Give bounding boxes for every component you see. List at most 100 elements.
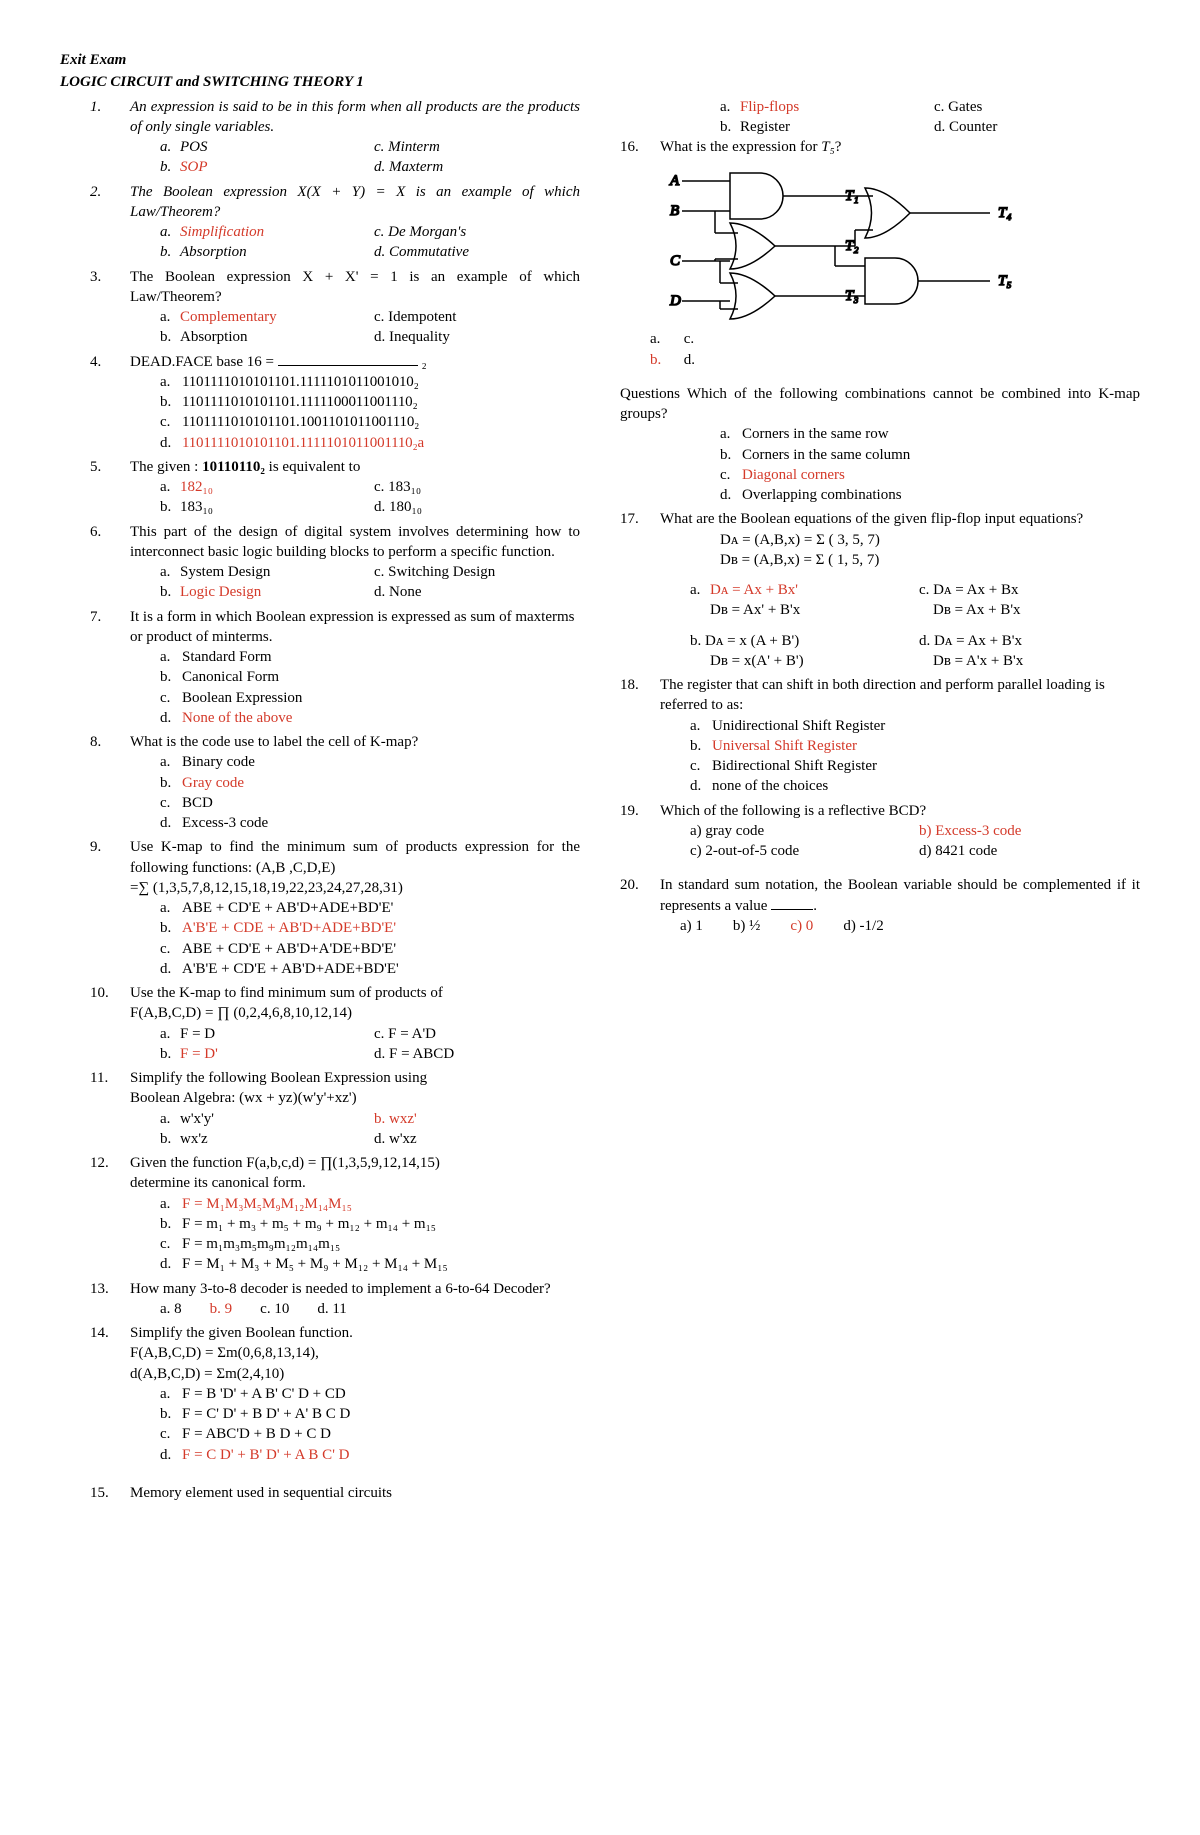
q15-opt-b: b.Register [720,117,926,137]
q4-text: DEAD.FACE base 16 = ₂ [130,352,580,372]
qcomb-opt-c: c.Diagonal corners [720,465,1140,485]
q12-opt-b: b.F = m₁ + m₃ + m₅ + m₉ + m₁₂ + m₁₄ + m₁… [160,1214,580,1234]
q19-text: Which of the following is a reflective B… [660,801,1140,821]
q1-opt-c: c. Minterm [374,137,580,157]
q14-text2: F(A,B,C,D) = Σm(0,6,8,13,14), [130,1343,580,1363]
q16-text: What is the expression for T₅? [660,137,1140,157]
q10-text2: F(A,B,C,D) = ∏ (0,2,4,6,8,10,12,14) [130,1003,580,1023]
q2: 2. The Boolean expression X(X + Y) = X i… [60,182,580,263]
logic-diagram: A B C D T₁ [660,163,1040,323]
q14-num: 14. [60,1323,130,1465]
q10: 10. Use the K-map to find minimum sum of… [60,983,580,1064]
q12-text1: Given the function F(a,b,c,d) = ∏(1,3,5,… [130,1153,580,1173]
q3-opt-b: b.Absorption [160,327,366,347]
q11-num: 11. [60,1068,130,1149]
q18-text: The register that can shift in both dire… [660,675,1140,716]
q18-opt-a: a.Unidirectional Shift Register [690,716,1140,736]
q14-opt-a: a.F = B 'D' + A B' C' D + CD [160,1384,580,1404]
q13-text: How many 3-to-8 decoder is needed to imp… [130,1279,580,1299]
q13-opt-b: b. 9 [210,1299,233,1319]
q-comb: Questions Which of the following combina… [620,384,1140,506]
svg-text:A: A [669,173,680,189]
q20: 20. In standard sum notation, the Boolea… [620,875,1140,936]
q6-opt-b: b.Logic Design [160,582,366,602]
q5-num: 5. [60,457,130,518]
q8-opt-c: c.BCD [160,793,580,813]
q11-opt-c: b. wxz' [374,1109,580,1129]
q1-text: An expression is said to be in this form… [130,97,580,138]
q7-opt-a: a.Standard Form [160,647,580,667]
q6-opt-d: d. None [374,582,580,602]
q7-opt-b: b.Canonical Form [160,667,580,687]
q7: 7. It is a form in which Boolean express… [60,607,580,729]
q20-opt-b: b) ½ [733,916,761,936]
q15-opt-d: d. Counter [934,117,1140,137]
q8: 8. What is the code use to label the cel… [60,732,580,833]
q1-num: 1. [60,97,130,178]
q7-text: It is a form in which Boolean expression… [130,607,580,648]
q2-opt-c: c. De Morgan's [374,222,580,242]
q1-opt-a: a.POS [160,137,366,157]
qcomb-opt-b: b.Corners in the same column [720,445,1140,465]
q17-opt-b: b. Dᴀ = x (A + B') Dʙ = x(A' + B') [690,631,911,672]
q10-opt-c: c. F = A'D [374,1024,580,1044]
q9-opt-a: a.ABE + CD'E + AB'D+ADE+BD'E' [160,898,580,918]
q4-num: 4. [60,352,130,453]
q19: 19. Which of the following is a reflecti… [620,801,1140,862]
svg-text:T₅: T₅ [998,273,1012,289]
q4-opt-c: c.1101111010101101.1001101011001110₂ [160,412,580,432]
q10-text1: Use the K-map to find minimum sum of pro… [130,983,580,1003]
q18-opt-c: c.Bidirectional Shift Register [690,756,1140,776]
q13: 13. How many 3-to-8 decoder is needed to… [60,1279,580,1320]
q11-text2: Boolean Algebra: (wx + yz)(w'y'+xz') [130,1088,580,1108]
left-column: 1. An expression is said to be in this f… [60,97,580,1508]
q17: 17. What are the Boolean equations of th… [620,509,1140,671]
svg-text:T₄: T₄ [998,205,1012,221]
q20-text: In standard sum notation, the Boolean va… [660,875,1140,916]
q9-opt-c: c.ABE + CD'E + AB'D+A'DE+BD'E' [160,939,580,959]
q17-eq2: Dʙ = (A,B,x) = Σ ( 1, 5, 7) [660,550,1140,570]
q-comb-text: Questions Which of the following combina… [620,384,1140,425]
q15-text: Memory element used in sequential circui… [130,1483,580,1503]
q5-opt-a: a.182₁₀ [160,477,366,497]
q20-opt-c: c) 0 [790,916,813,936]
q17-text: What are the Boolean equations of the gi… [660,509,1140,529]
q12-opt-a: a.F = M₁M₃M₅M₉M₁₂M₁₄M₁₅ [160,1194,580,1214]
exam-title: Exit Exam [60,50,1140,70]
q5-opt-c: c. 183₁₀ [374,477,580,497]
q1-opt-b: b.SOP [160,157,366,177]
q6-num: 6. [60,522,130,603]
exam-subtitle: LOGIC CIRCUIT and SWITCHING THEORY 1 [60,72,1140,92]
q2-opt-b: b.Absorption [160,242,366,262]
q10-num: 10. [60,983,130,1064]
q5-opt-d: d. 180₁₀ [374,497,580,517]
q4: 4. DEAD.FACE base 16 = ₂ a.1101111010101… [60,352,580,453]
q3-text: The Boolean expression X + X' = 1 is an … [130,267,580,308]
q14-text1: Simplify the given Boolean function. [130,1323,580,1343]
q20-opt-d: d) -1/2 [843,916,883,936]
q15: 15. Memory element used in sequential ci… [60,1483,580,1503]
q13-num: 13. [60,1279,130,1320]
q8-num: 8. [60,732,130,833]
q9-opt-d: d.A'B'E + CD'E + AB'D+ADE+BD'E' [160,959,580,979]
q13-opt-d: d. 11 [317,1299,346,1319]
q5-opt-b: b.183₁₀ [160,497,366,517]
q15-opt-c: c. Gates [934,97,1140,117]
q11: 11. Simplify the following Boolean Expre… [60,1068,580,1149]
q13-opt-a: a. 8 [160,1299,182,1319]
q13-opt-c: c. 10 [260,1299,289,1319]
q4-opt-d: d.1101111010101101.1111101011001110₂a [160,433,580,453]
svg-text:C: C [670,253,681,269]
q15-opts: a.Flip-flops c. Gates b.Register d. Coun… [620,97,1140,138]
q10-opt-b: b.F = D' [160,1044,366,1064]
q19-opt-a: a) gray code [690,821,911,841]
svg-text:D: D [669,293,681,309]
q2-opt-a: a.Simplification [160,222,366,242]
q9-text2: =∑ (1,3,5,7,8,12,15,18,19,22,23,24,27,28… [130,878,580,898]
qcomb-opt-d: d.Overlapping combinations [720,485,1140,505]
q15-num: 15. [60,1483,130,1503]
q16-ab: a. c. [620,329,1140,349]
q19-num: 19. [620,801,660,862]
q2-num: 2. [60,182,130,263]
q17-num: 17. [620,509,660,671]
